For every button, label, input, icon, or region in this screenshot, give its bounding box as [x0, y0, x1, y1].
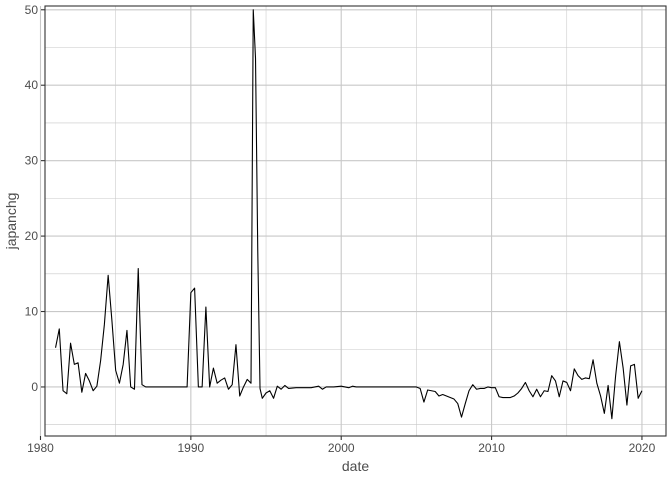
x-tick-label: 2010: [478, 441, 505, 455]
y-axis-title: japanchg: [3, 193, 19, 251]
tick-label-layer: 1980 1990 2000 2010 2020 0 10 20 30 40 50: [25, 3, 656, 455]
tick-layer: [39, 9, 643, 440]
x-axis-title: date: [342, 458, 369, 474]
series-line: [54, 9, 643, 420]
x-tick-label: 1980: [27, 441, 54, 455]
y-tick-label: 10: [25, 305, 39, 319]
y-tick-label: 20: [25, 229, 39, 243]
y-tick-label: 40: [25, 78, 39, 92]
y-tick-label: 50: [25, 3, 39, 17]
x-tick-label: 1990: [178, 441, 205, 455]
y-tick-label: 30: [25, 154, 39, 168]
series-layer: [54, 9, 643, 420]
y-tick-label: 0: [31, 380, 38, 394]
x-tick-label: 2020: [629, 441, 656, 455]
plot-frame: [44, 5, 667, 437]
x-tick-label: 2000: [328, 441, 355, 455]
